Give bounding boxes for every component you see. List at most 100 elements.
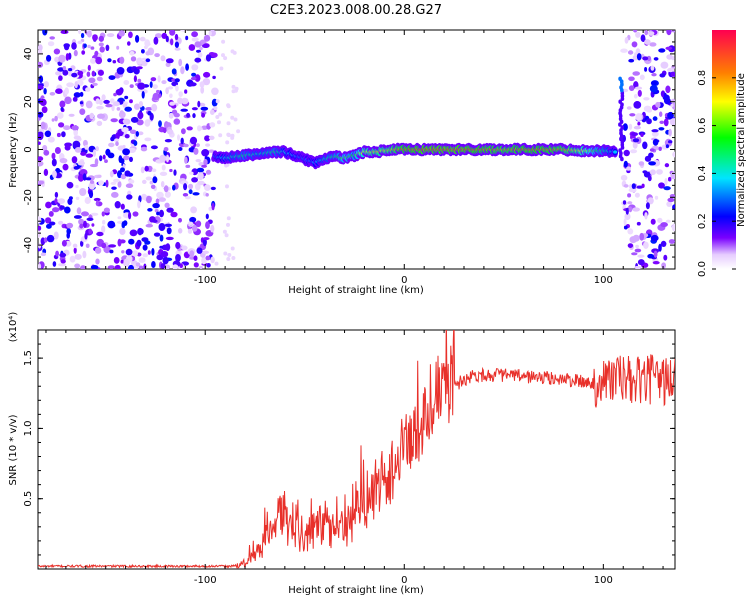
- noise-blob: [137, 82, 146, 90]
- noise-blob: [72, 140, 81, 149]
- noise-blob: [647, 253, 655, 259]
- noise-blob: [152, 176, 158, 184]
- noise-blob: [55, 71, 62, 76]
- noise-blob: [121, 127, 129, 133]
- noise-blob: [626, 166, 631, 171]
- noise-blob: [193, 262, 199, 268]
- noise-blob: [628, 188, 637, 193]
- noise-blob: [128, 264, 134, 269]
- noise-blob: [174, 78, 180, 83]
- noise-blob: [213, 106, 218, 111]
- noise-blob: [41, 106, 48, 114]
- noise-blob: [637, 121, 641, 126]
- noise-blob: [111, 186, 117, 190]
- noise-blob: [652, 261, 660, 265]
- ridge-spike: [620, 125, 624, 130]
- noise-blob: [162, 127, 167, 134]
- noise-blob: [122, 118, 131, 125]
- noise-blob: [119, 227, 126, 235]
- noise-blob: [632, 234, 640, 242]
- noise-blob: [164, 202, 170, 208]
- noise-blob: [210, 52, 218, 58]
- noise-blob: [191, 177, 199, 183]
- noise-blob: [205, 213, 209, 220]
- noise-blob: [122, 144, 126, 148]
- y-tick-label: -20: [23, 189, 34, 205]
- noise-blob: [201, 112, 206, 118]
- noise-blob: [85, 177, 92, 181]
- noise-blob: [114, 138, 119, 143]
- noise-blob: [231, 256, 236, 260]
- heatmap-ridge-layer: [212, 76, 625, 170]
- noise-blob: [65, 53, 70, 61]
- noise-blob: [164, 139, 172, 143]
- noise-blob: [145, 107, 153, 111]
- noise-blob: [649, 84, 658, 93]
- noise-blob: [635, 113, 642, 122]
- noise-blob: [88, 77, 96, 84]
- noise-blob: [38, 230, 41, 238]
- noise-blob: [635, 31, 641, 38]
- noise-blob: [204, 184, 211, 191]
- noise-blob: [196, 167, 205, 173]
- noise-blob: [205, 193, 209, 197]
- noise-blob: [653, 57, 659, 61]
- noise-blob: [225, 162, 230, 167]
- noise-blob: [147, 250, 151, 255]
- noise-blob: [152, 92, 160, 101]
- noise-blob: [162, 256, 169, 265]
- noise-blob: [170, 211, 178, 218]
- noise-blob: [154, 53, 160, 58]
- snr-series-line: [38, 330, 675, 569]
- noise-blob: [169, 93, 173, 99]
- noise-blob: [631, 132, 638, 137]
- noise-blob: [201, 149, 210, 157]
- noise-blob: [219, 66, 224, 71]
- noise-blob: [77, 30, 82, 35]
- noise-blob: [622, 123, 628, 131]
- noise-blob: [123, 80, 130, 85]
- noise-blob: [38, 75, 44, 83]
- noise-blob: [124, 95, 129, 100]
- noise-blob: [71, 42, 77, 50]
- noise-blob: [96, 120, 103, 127]
- noise-blob: [90, 265, 99, 269]
- noise-blob: [140, 146, 148, 152]
- noise-blob: [107, 58, 112, 63]
- noise-blob: [90, 46, 95, 50]
- noise-blob: [215, 99, 220, 104]
- noise-blob: [159, 154, 167, 163]
- noise-blob: [655, 101, 661, 108]
- noise-blob: [125, 183, 134, 188]
- noise-blob: [197, 172, 204, 181]
- ridge-spike: [618, 99, 622, 104]
- noise-blob: [137, 111, 144, 120]
- noise-blob: [196, 247, 203, 254]
- noise-blob: [644, 67, 648, 72]
- noise-blob: [172, 264, 179, 269]
- noise-blob: [128, 238, 135, 245]
- noise-blob: [98, 180, 104, 186]
- noise-blob: [197, 126, 203, 131]
- noise-blob: [107, 220, 116, 229]
- noise-blob: [103, 207, 110, 213]
- noise-blob: [86, 217, 94, 221]
- noise-blob: [99, 155, 103, 162]
- noise-blob: [133, 140, 138, 146]
- ridge-spike: [618, 148, 622, 153]
- noise-blob: [121, 250, 125, 254]
- snr-panel: -100 0 100 0.5 1.0 1.5 (x10⁴) Height of strai…: [8, 312, 676, 596]
- noise-blob: [163, 185, 169, 193]
- noise-blob: [156, 89, 160, 94]
- noise-blob: [172, 184, 176, 191]
- noise-blob: [73, 49, 78, 57]
- x-tick-label: 100: [594, 575, 613, 586]
- noise-blob: [660, 222, 668, 228]
- noise-blob: [57, 198, 66, 205]
- noise-blob: [82, 212, 89, 216]
- noise-blob: [82, 250, 87, 259]
- noise-blob: [136, 57, 143, 65]
- noise-blob: [98, 42, 104, 47]
- noise-blob: [53, 231, 59, 240]
- noise-blob: [40, 121, 46, 130]
